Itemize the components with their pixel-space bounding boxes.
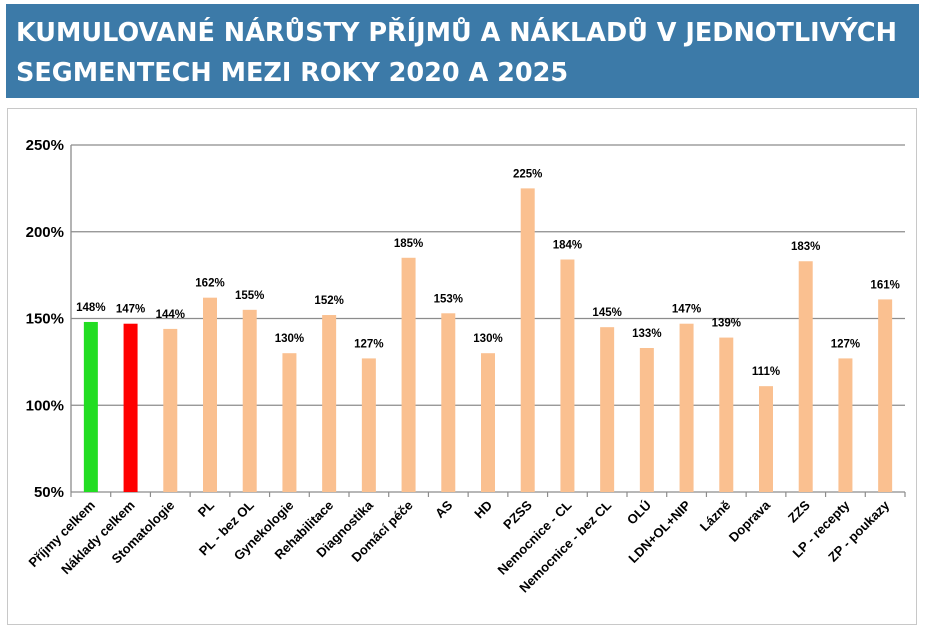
bar [719,337,734,492]
data-label: 144% [156,309,185,321]
data-label: 225% [513,168,542,180]
bar [441,313,456,492]
data-label: 185% [394,238,423,250]
bar [679,323,694,492]
data-label: 184% [553,240,582,252]
x-tick-label: Příjmy celkem [26,498,98,570]
bar [203,297,217,492]
bar [520,188,535,492]
title-banner: KUMULOVANÉ NÁRŮSTY PŘÍJMŮ A NÁKLADŮ V JE… [6,4,919,98]
x-tick-label: AS [432,497,456,521]
bar [401,257,416,492]
bar [163,328,178,492]
bar [600,327,615,492]
bar [242,309,257,492]
data-label: 130% [275,333,304,345]
data-label: 133% [632,328,661,340]
data-label: 147% [116,304,145,316]
data-label: 162% [195,278,224,290]
data-label: 111% [752,366,780,378]
x-tick-label: Lázně [697,498,734,535]
x-tick-label: PZSS [500,497,535,532]
bar [838,358,853,492]
bar [878,299,893,492]
bar [759,386,773,492]
bar-chart: 50% 100% 150% 200% 250% 148% Příjmy celkem 147%… [26,137,906,595]
data-label: 130% [473,333,502,345]
chart-frame: 50% 100% 150% 200% 250% 148% Příjmy celkem 147%… [7,108,917,625]
data-label: 153% [434,293,463,305]
y-tick-label: 150% [26,311,64,328]
chart-title-line-1: KUMULOVANÉ NÁRŮSTY PŘÍJMŮ A NÁKLADŮ V JE… [16,18,897,48]
data-label: 127% [354,338,383,350]
data-label: 155% [235,290,264,302]
data-label: 147% [672,304,701,316]
x-tick-label: ZZS [785,497,813,525]
data-label: 139% [712,318,741,330]
x-tick-label: PL [195,497,217,519]
x-tick-label: HD [471,498,495,522]
bar [322,315,337,492]
bar [560,259,575,492]
y-tick-label: 50% [34,484,64,501]
data-label: 152% [314,295,343,307]
chart-title-line-2: SEGMENTECH MEZI ROKY 2020 A 2025 [16,58,569,88]
data-label: 127% [831,338,860,350]
bar [798,261,813,492]
bar [639,347,654,492]
x-tick-label: Doprava [726,497,774,545]
y-tick-label: 200% [26,224,64,241]
y-tick-label: 250% [26,137,64,154]
bar [123,323,138,492]
data-label: 161% [870,279,899,291]
bar [361,358,376,492]
data-label: 145% [592,307,621,319]
data-label: 148% [76,302,105,314]
bar [282,353,297,492]
bar [83,321,98,492]
bar [481,353,495,492]
x-tick-label: OLÚ [624,498,654,528]
data-label: 183% [791,241,820,253]
y-tick-label: 100% [26,397,64,414]
